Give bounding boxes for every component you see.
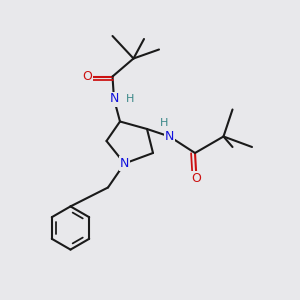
Text: H: H — [126, 94, 135, 104]
Text: N: N — [165, 130, 174, 143]
Text: N: N — [120, 157, 129, 170]
Text: O: O — [82, 70, 92, 83]
Text: H: H — [160, 118, 168, 128]
Text: O: O — [192, 172, 201, 185]
Text: N: N — [109, 92, 119, 106]
